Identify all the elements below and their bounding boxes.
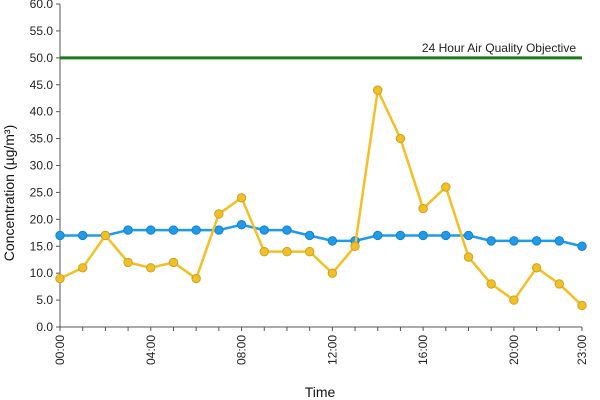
- y-tick-label: 35.0: [30, 132, 54, 146]
- y-tick-label: 5.0: [36, 293, 53, 307]
- series-1-point: [77, 230, 88, 241]
- x-tick-label: 08:00: [235, 335, 249, 365]
- series-2-point: [463, 252, 474, 262]
- y-axis-label: Concentration (µg/m³): [1, 125, 17, 261]
- series-2: [55, 85, 587, 311]
- series-1-point: [486, 236, 496, 246]
- series-1-point: [531, 236, 542, 246]
- y-tick-label: 30.0: [30, 159, 54, 173]
- series-2-point: [304, 246, 315, 257]
- axes: 0.0 5.0 10.0 15.0 20.0 25.0 30.0 35.0 40.0 45.0 50…: [30, 0, 589, 365]
- axis-labels: Concentration (µg/m³) Time: [1, 125, 336, 400]
- series-2-point: [350, 241, 360, 251]
- y-tick-label: 15.0: [30, 239, 54, 253]
- x-tick-label: 20:00: [507, 335, 521, 365]
- series-2-line: [59, 88, 583, 307]
- series-1-point: [146, 225, 156, 235]
- series-1-point: [236, 220, 247, 230]
- objective-label: 24 Hour Air Quality Objective: [422, 41, 576, 55]
- y-tick-label: 50.0: [30, 51, 54, 65]
- series-1-point: [418, 230, 428, 241]
- series-1-line: [60, 223, 583, 248]
- series-2-point: [214, 209, 224, 219]
- y-tick-label: 55.0: [30, 24, 54, 38]
- series-2-point: [259, 246, 269, 257]
- series-2-point: [373, 85, 383, 95]
- series-2-point: [146, 263, 156, 273]
- y-tick-label: 25.0: [30, 185, 54, 199]
- series-1-point: [554, 236, 565, 246]
- series-1-point: [123, 225, 133, 235]
- series-2-point: [577, 300, 587, 311]
- series-2-point: [123, 257, 133, 268]
- x-tick-label: 16:00: [416, 335, 430, 365]
- y-tick-label: 60.0: [30, 0, 54, 11]
- x-tick-label: 00:00: [53, 335, 67, 365]
- series-1-point: [191, 225, 201, 235]
- y-tick-label: 40.0: [30, 105, 54, 119]
- series-2-point: [55, 273, 65, 284]
- series-2-point: [554, 279, 565, 289]
- series-2-point: [282, 246, 292, 257]
- series-1-point: [304, 230, 315, 241]
- series-1-point: [282, 225, 292, 235]
- y-tick-label: 45.0: [30, 78, 54, 92]
- series-1-point: [55, 230, 65, 241]
- objective-line-group: 24 Hour Air Quality Objective: [60, 41, 582, 60]
- series-2-point: [441, 182, 451, 192]
- series-2-point: [77, 263, 88, 273]
- series-1: [55, 220, 587, 251]
- series-2-point: [509, 295, 519, 305]
- series-1-point: [259, 225, 269, 235]
- series-2-point: [168, 257, 179, 268]
- series-2-point: [395, 133, 406, 144]
- x-tick-label: 12:00: [325, 335, 339, 365]
- y-tick-label: 10.0: [30, 266, 54, 280]
- series-1-point: [395, 230, 406, 241]
- series-1-point: [441, 230, 451, 241]
- series-2-point: [236, 193, 247, 203]
- series-2-point: [191, 273, 201, 284]
- series-1-point: [463, 230, 474, 241]
- series-2-point: [418, 203, 428, 214]
- series-1-point: [214, 225, 224, 235]
- series-2-point: [531, 263, 542, 273]
- series-1-point: [509, 236, 519, 246]
- series-2-point: [486, 279, 496, 289]
- x-axis-label: Time: [305, 384, 336, 400]
- series-1-point: [327, 236, 338, 246]
- x-tick-label: 04:00: [144, 335, 158, 365]
- series-2-point: [100, 230, 111, 241]
- y-tick-label: 20.0: [30, 212, 54, 226]
- y-tick-label: 0.0: [36, 320, 53, 334]
- series-1-point: [373, 230, 383, 241]
- series-1-point: [577, 241, 587, 251]
- series-2-point: [327, 268, 338, 278]
- series-1-point: [168, 225, 179, 235]
- series-group: [55, 85, 587, 311]
- x-tick-label: 23:00: [575, 335, 589, 365]
